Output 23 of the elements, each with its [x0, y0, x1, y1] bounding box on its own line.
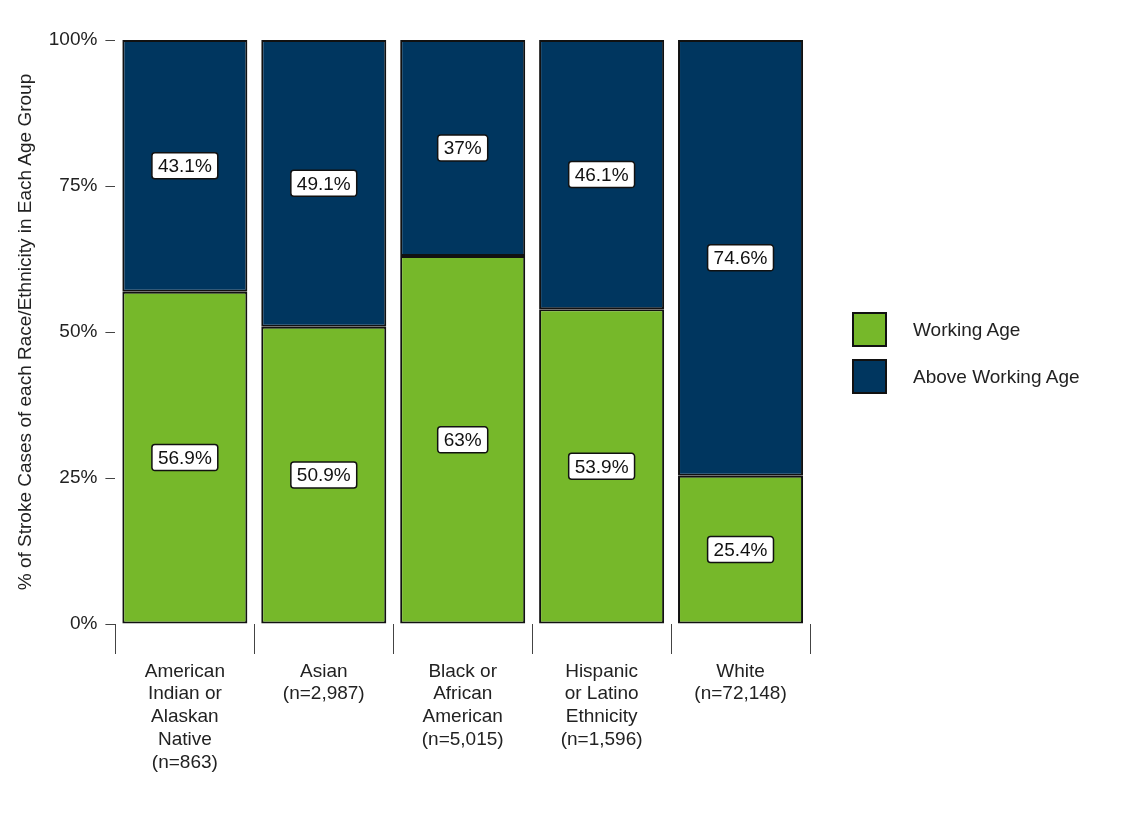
data-label: 25.4%: [713, 538, 768, 560]
data-label: 74.6%: [713, 247, 768, 269]
data-label: 53.9%: [574, 455, 629, 477]
x-tick-label: Asian (n=2,987): [282, 659, 365, 704]
y-tick-label: 75%: [59, 174, 98, 196]
legend-label: Above Working Age: [913, 365, 1080, 388]
x-tick-label: Black or African American (n=5,015): [421, 659, 504, 750]
y-tick-label: 100%: [48, 28, 98, 50]
data-label: 49.1%: [296, 172, 351, 194]
y-tick-label: 0%: [69, 612, 98, 634]
data-label: 46.1%: [574, 163, 629, 185]
x-tick-label: Hispanic or Latino Ethnicity (n=1,596): [560, 659, 643, 750]
x-tick-label: White (n=72,148): [694, 659, 787, 704]
y-tick-label: 50%: [59, 320, 98, 342]
data-label: 56.9%: [157, 446, 212, 468]
x-tick-label: American Indian or Alaskan Native (n=863): [144, 659, 225, 772]
data-label: 50.9%: [296, 464, 351, 486]
legend-label: Working Age: [913, 318, 1021, 341]
data-label: 37%: [443, 137, 482, 159]
y-axis-title: % of Stroke Cases of each Race/Ethnicity in Each Age Group: [13, 73, 35, 591]
data-label: 43.1%: [157, 155, 212, 177]
data-label: 63%: [443, 429, 482, 451]
y-tick-label: 25%: [59, 466, 98, 488]
